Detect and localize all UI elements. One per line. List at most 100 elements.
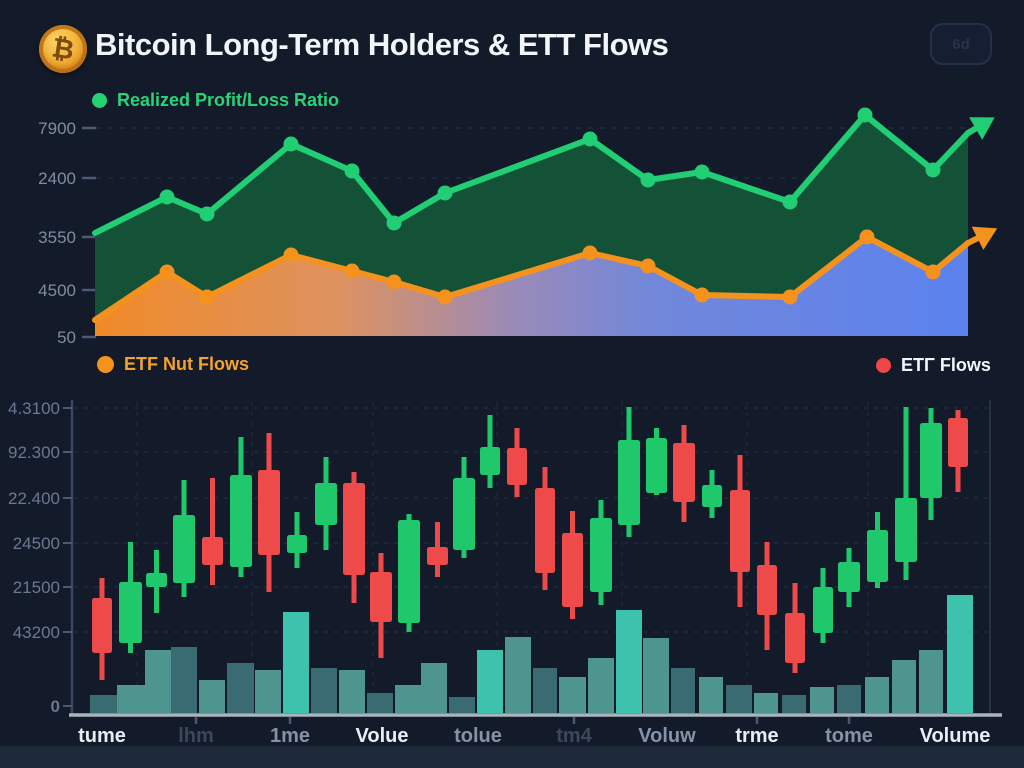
volume-bar [533, 668, 557, 713]
legend-etf-net-flows: ETF Nut Flows [97, 354, 249, 375]
candle-bullish [590, 518, 612, 592]
volume-bar [283, 612, 309, 713]
x-axis-label: lhm [178, 725, 214, 747]
data-point-marker [437, 185, 453, 201]
candle-bullish [920, 423, 942, 498]
candle-bearish [370, 572, 392, 622]
legend-label: ETF Nut Flows [124, 354, 249, 374]
bottom-y-tick-label: 24500 [13, 534, 60, 553]
top-y-tick-label: 7900 [38, 119, 76, 138]
legend-etf-flows: ETΓ Flows [876, 355, 991, 376]
legend-realized-profit-loss: Realized Profit/Loss Ratio [92, 90, 339, 111]
bitcoin-logo-icon: ₿ [39, 25, 87, 73]
legend-label: Realized Profit/Loss Ratio [117, 90, 340, 110]
candle-bearish [730, 490, 750, 572]
candle-bullish [867, 530, 888, 582]
volume-bar [782, 695, 806, 713]
candle-bearish [507, 448, 527, 485]
x-axis-label: Volue [356, 725, 409, 747]
green-dot-icon [92, 93, 107, 108]
volume-bar [477, 650, 503, 713]
bottom-y-tick-label: 21500 [13, 578, 60, 597]
x-axis-label: Voluw [638, 725, 696, 747]
data-point-marker [582, 245, 598, 261]
volume-bar [367, 693, 393, 713]
candle-bullish [480, 447, 500, 475]
candle-bullish [230, 475, 252, 567]
data-point-marker [782, 289, 798, 305]
volume-bar [588, 658, 614, 713]
data-point-marker [159, 189, 175, 205]
bottom-y-tick-label: 4.3100 [8, 399, 60, 418]
realized-ratio-area [95, 115, 968, 320]
data-point-marker [344, 263, 360, 279]
x-axis-label: tome [825, 725, 873, 747]
data-point-marker [199, 206, 215, 222]
volume-bar [145, 650, 171, 713]
data-point-marker [694, 287, 710, 303]
x-axis-label: trme [735, 725, 778, 747]
candle-bullish [453, 478, 475, 550]
volume-bar [837, 685, 861, 713]
arrow-head-icon [971, 226, 998, 250]
bottom-y-tick-label: 43200 [13, 623, 60, 642]
volume-bar [865, 677, 889, 713]
data-point-marker [640, 258, 656, 274]
volume-bar [199, 680, 225, 713]
candle-bearish [427, 547, 448, 565]
candle-bullish [646, 438, 667, 493]
bottom-strip [0, 746, 1024, 768]
etf-net-flows-line [92, 234, 971, 323]
candle-bullish [398, 520, 420, 623]
top-y-tick-label: 3550 [38, 228, 76, 247]
volume-bar [643, 638, 669, 713]
data-point-marker [437, 289, 453, 305]
candle-bullish [813, 587, 833, 633]
top-y-tick-label: 2400 [38, 169, 76, 188]
data-point-marker [386, 274, 402, 290]
volume-bar [171, 647, 197, 713]
volume-bar [810, 687, 834, 713]
bitcoin-symbol: ₿ [49, 31, 77, 66]
page-title: Bitcoin Long-Term Holders & ETT Flows [95, 27, 669, 62]
volume-bar [947, 595, 973, 713]
data-point-marker [694, 164, 710, 180]
legend-label: ETΓ Flows [901, 355, 991, 375]
candle-bullish [173, 515, 195, 583]
volume-bar [395, 685, 421, 713]
data-point-marker [925, 264, 941, 280]
candle-bullish [838, 562, 860, 592]
data-point-marker [857, 107, 873, 123]
x-axis-label: 1me [270, 725, 310, 747]
volume-bar [892, 660, 916, 713]
candle-bearish [202, 537, 223, 565]
arrow-head-icon [969, 117, 995, 140]
data-point-marker [199, 289, 215, 305]
candle-bearish [673, 443, 695, 502]
volume-bar [421, 663, 447, 713]
volume-bar [117, 685, 145, 713]
volume-bar [699, 677, 723, 713]
bottom-y-tick-label: 0 [51, 697, 60, 716]
candle-bearish [948, 418, 968, 467]
volume-bar [505, 637, 531, 713]
x-axis-label: tume [78, 725, 126, 747]
candle-bearish [562, 533, 583, 607]
data-point-marker [859, 229, 875, 245]
data-point-marker [283, 136, 299, 152]
top-y-tick-label: 4500 [38, 281, 76, 300]
volume-bar [559, 677, 586, 713]
candle-bearish [757, 565, 777, 615]
top-y-tick-label: 50 [57, 328, 76, 347]
data-point-marker [640, 172, 656, 188]
volume-bar [339, 670, 365, 713]
candle-bearish [535, 488, 555, 573]
candle-bullish [287, 535, 307, 553]
candle-bullish [146, 573, 167, 587]
data-point-marker [386, 215, 402, 231]
candle-bullish [618, 440, 640, 525]
volume-bar [616, 610, 642, 713]
header: ₿ Bitcoin Long-Term Holders & ETT Flows … [0, 0, 1024, 85]
orange-dot-icon [97, 356, 114, 373]
